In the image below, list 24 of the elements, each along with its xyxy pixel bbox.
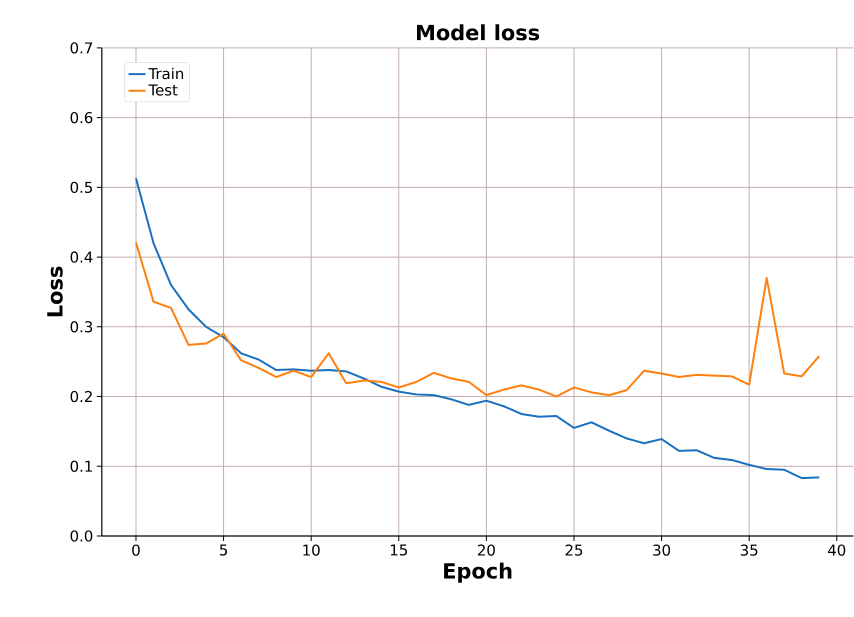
x-tick-label: 35	[740, 544, 758, 556]
legend-label: Train	[148, 68, 184, 80]
legend-label: Test	[148, 84, 178, 96]
y-tick-label: 0.1	[70, 460, 92, 472]
y-tick-label: 0.7	[70, 42, 92, 54]
x-tick-label: 15	[390, 544, 407, 556]
y-tick-label: 0.3	[70, 321, 92, 333]
y-tick-label: 0.5	[70, 182, 92, 194]
x-tick-label: 5	[220, 544, 228, 556]
y-tick-label: 0.2	[70, 390, 92, 402]
chart-title: Model loss	[417, 24, 540, 40]
x-tick-label: 30	[653, 544, 670, 556]
line-series	[134, 177, 820, 480]
x-tick-label: 20	[478, 544, 495, 556]
y-tick-label: 0.4	[70, 252, 92, 263]
y-axis-title: Loss	[47, 266, 63, 316]
line-series	[134, 242, 820, 398]
x-tick-label: 0	[132, 544, 140, 556]
y-tick-label: 0.6	[70, 112, 92, 124]
x-tick-label: 40	[828, 544, 846, 556]
x-axis-title: Epoch	[444, 562, 512, 583]
x-tick-label: 25	[566, 544, 582, 556]
x-tick-label: 10	[303, 544, 320, 556]
y-tick-label: 0.0	[70, 530, 92, 542]
